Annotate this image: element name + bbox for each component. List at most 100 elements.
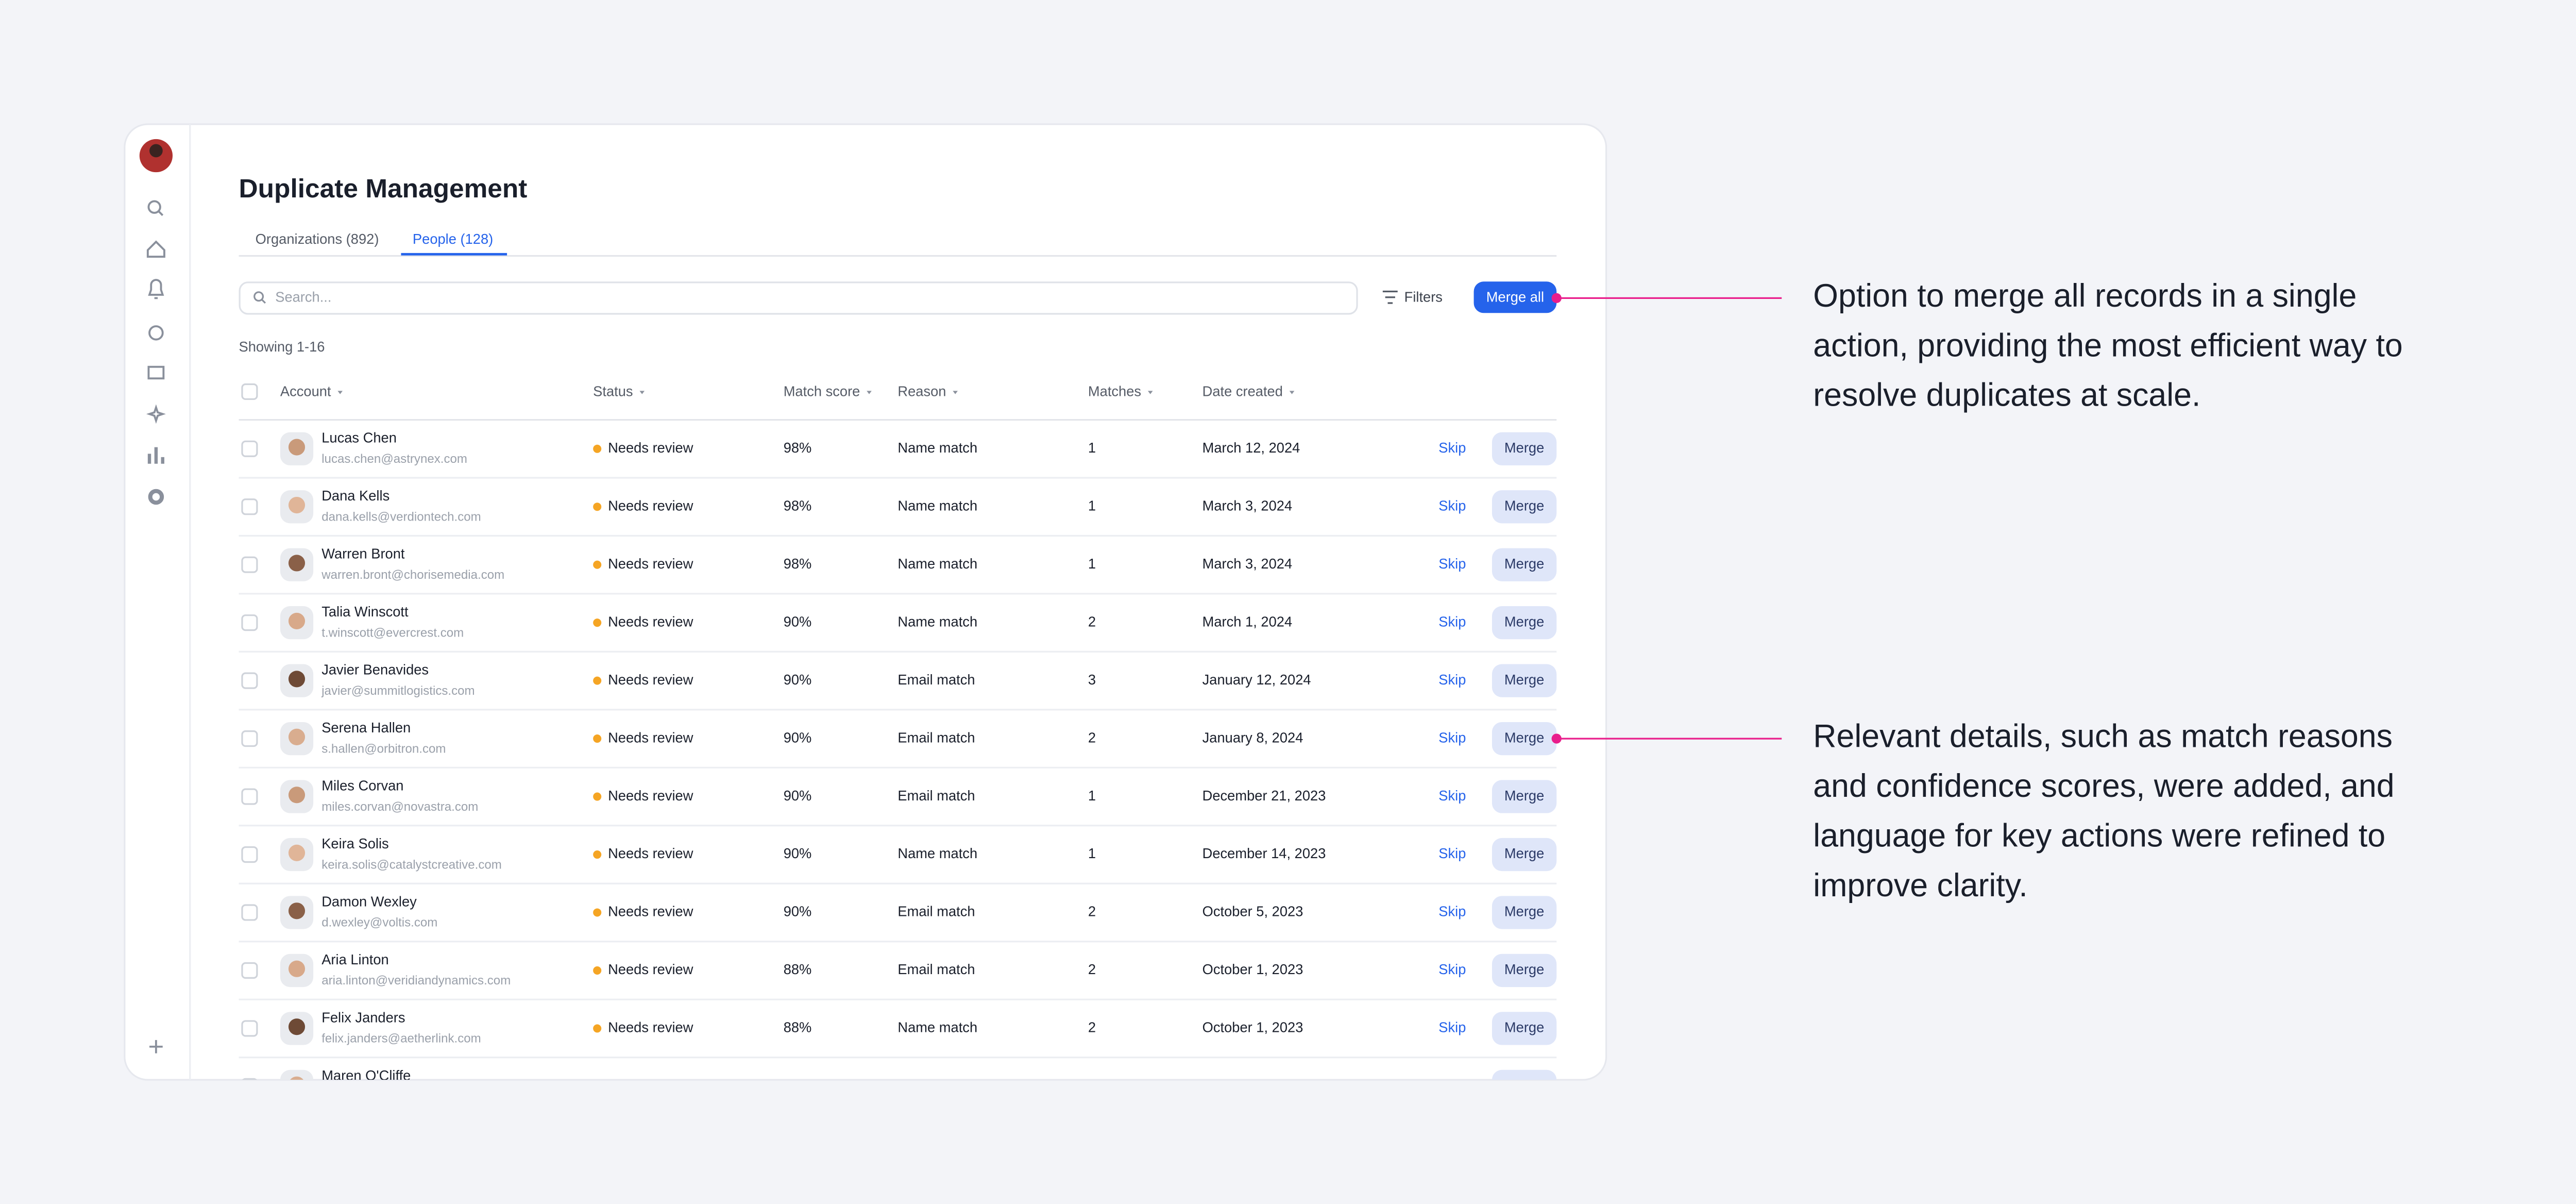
person-name: Dana Kells bbox=[321, 488, 389, 504]
merge-button[interactable] bbox=[1492, 432, 1557, 465]
settings-icon[interactable] bbox=[148, 489, 164, 505]
merge-button[interactable] bbox=[1492, 780, 1557, 813]
reason: Email match bbox=[897, 672, 975, 688]
sort-icon bbox=[867, 391, 872, 394]
skip-button[interactable]: Skip bbox=[1438, 904, 1466, 919]
page-title: Duplicate Management bbox=[239, 173, 528, 203]
select-all-checkbox[interactable] bbox=[241, 383, 258, 400]
matches: 2 bbox=[1088, 1019, 1096, 1035]
mail-icon[interactable] bbox=[147, 365, 165, 380]
bell-icon[interactable] bbox=[148, 279, 164, 299]
status: Needs review bbox=[608, 729, 693, 745]
merge-button[interactable] bbox=[1492, 664, 1557, 697]
row-checkbox[interactable] bbox=[241, 672, 258, 689]
column-header[interactable]: Date created bbox=[1202, 383, 1283, 399]
showing-count: Showing 1-16 bbox=[239, 339, 325, 355]
row-checkbox[interactable] bbox=[241, 556, 258, 573]
date-created: October 1, 2023 bbox=[1202, 1019, 1303, 1035]
column-header[interactable]: Reason bbox=[897, 383, 946, 399]
merge-label: Merge bbox=[1504, 1019, 1544, 1035]
merge-button[interactable] bbox=[1492, 490, 1557, 524]
skip-button[interactable]: Skip bbox=[1438, 440, 1466, 456]
column-header[interactable]: Account bbox=[280, 383, 331, 399]
skip-button[interactable]: Skip bbox=[1438, 845, 1466, 861]
skip-button[interactable]: Skip bbox=[1438, 672, 1466, 688]
match-score: 90% bbox=[784, 613, 812, 629]
merge-label: Merge bbox=[1504, 672, 1544, 688]
reason: Email match bbox=[897, 904, 975, 919]
search-box[interactable] bbox=[239, 281, 1358, 315]
status: Needs review bbox=[608, 613, 693, 629]
merge-label: Merge bbox=[1504, 729, 1544, 745]
row-checkbox[interactable] bbox=[241, 614, 258, 631]
status-dot bbox=[593, 676, 602, 685]
reason: Name match bbox=[897, 440, 977, 456]
merge-button[interactable] bbox=[1492, 606, 1557, 640]
skip-button[interactable]: Skip bbox=[1438, 1019, 1466, 1035]
merge-button[interactable] bbox=[1492, 1012, 1557, 1045]
date-created: March 3, 2024 bbox=[1202, 497, 1292, 513]
column-header[interactable]: Matches bbox=[1088, 383, 1141, 399]
annotation-text: improve clarity. bbox=[1813, 867, 2028, 904]
home-icon[interactable] bbox=[146, 240, 165, 258]
annotation-dot bbox=[1551, 733, 1562, 744]
person-name: Miles Corvan bbox=[321, 777, 403, 793]
sort-icon bbox=[1289, 391, 1295, 394]
merge-label: Merge bbox=[1504, 845, 1544, 861]
merge-button[interactable] bbox=[1492, 838, 1557, 872]
row-checkbox[interactable] bbox=[241, 440, 258, 457]
merge-all-button[interactable] bbox=[1473, 281, 1557, 313]
row-checkbox[interactable] bbox=[241, 846, 258, 863]
column-header[interactable]: Match score bbox=[784, 383, 860, 399]
row-checkbox[interactable] bbox=[241, 1078, 258, 1094]
row-checkbox[interactable] bbox=[241, 788, 258, 805]
sparkle-icon[interactable] bbox=[146, 404, 166, 424]
skip-button[interactable]: Skip bbox=[1438, 497, 1466, 513]
avatar-face bbox=[288, 728, 306, 745]
merge-button[interactable] bbox=[1492, 896, 1557, 929]
reason: Email match bbox=[897, 961, 975, 977]
matches: 1 bbox=[1088, 497, 1096, 513]
person-name: Maren O'Cliffe bbox=[321, 1067, 411, 1083]
avatar-face bbox=[288, 787, 306, 804]
search-icon[interactable] bbox=[147, 200, 164, 216]
filters-button[interactable]: Filters bbox=[1404, 289, 1443, 305]
row-checkbox[interactable] bbox=[241, 962, 258, 979]
merge-label: Merge bbox=[1504, 556, 1544, 572]
skip-button[interactable]: Skip bbox=[1438, 961, 1466, 977]
merge-button[interactable] bbox=[1492, 954, 1557, 988]
person-name: Aria Linton bbox=[321, 951, 388, 967]
person-email: lucas.chen@astrynex.com bbox=[321, 452, 467, 466]
merge-button[interactable] bbox=[1492, 722, 1557, 756]
match-score: 98% bbox=[784, 497, 812, 513]
matches: 2 bbox=[1088, 613, 1096, 629]
person-email: warren.bront@chorisemedia.com bbox=[321, 568, 504, 582]
merge-button[interactable] bbox=[1492, 1069, 1557, 1103]
row-checkbox[interactable] bbox=[241, 730, 258, 747]
reason: Name match bbox=[897, 497, 977, 513]
status-dot bbox=[593, 1024, 602, 1033]
person-name: Keira Solis bbox=[321, 835, 388, 851]
tab[interactable]: Organizations (892) bbox=[256, 231, 379, 247]
sidebar-icons bbox=[146, 200, 166, 1054]
skip-button[interactable]: Skip bbox=[1438, 613, 1466, 629]
skip-button[interactable]: Skip bbox=[1438, 788, 1466, 804]
chart-icon[interactable] bbox=[147, 447, 164, 464]
alarm-icon[interactable] bbox=[148, 325, 164, 341]
add-icon[interactable] bbox=[149, 1040, 163, 1054]
status: Needs review bbox=[608, 672, 693, 688]
search-placeholder: Search... bbox=[275, 289, 331, 305]
tab[interactable]: People (128) bbox=[413, 231, 493, 247]
person-avatar bbox=[280, 1069, 314, 1080]
row-checkbox[interactable] bbox=[241, 1020, 258, 1037]
skip-button[interactable]: Skip bbox=[1438, 729, 1466, 745]
column-header[interactable]: Status bbox=[593, 383, 633, 399]
annotation-text: action, providing the most efficient way… bbox=[1813, 327, 2402, 363]
status-dot bbox=[593, 444, 602, 453]
row-checkbox[interactable] bbox=[241, 904, 258, 921]
status-dot bbox=[593, 734, 602, 743]
skip-button[interactable]: Skip bbox=[1438, 556, 1466, 572]
row-checkbox[interactable] bbox=[241, 498, 258, 515]
merge-button[interactable] bbox=[1492, 548, 1557, 581]
